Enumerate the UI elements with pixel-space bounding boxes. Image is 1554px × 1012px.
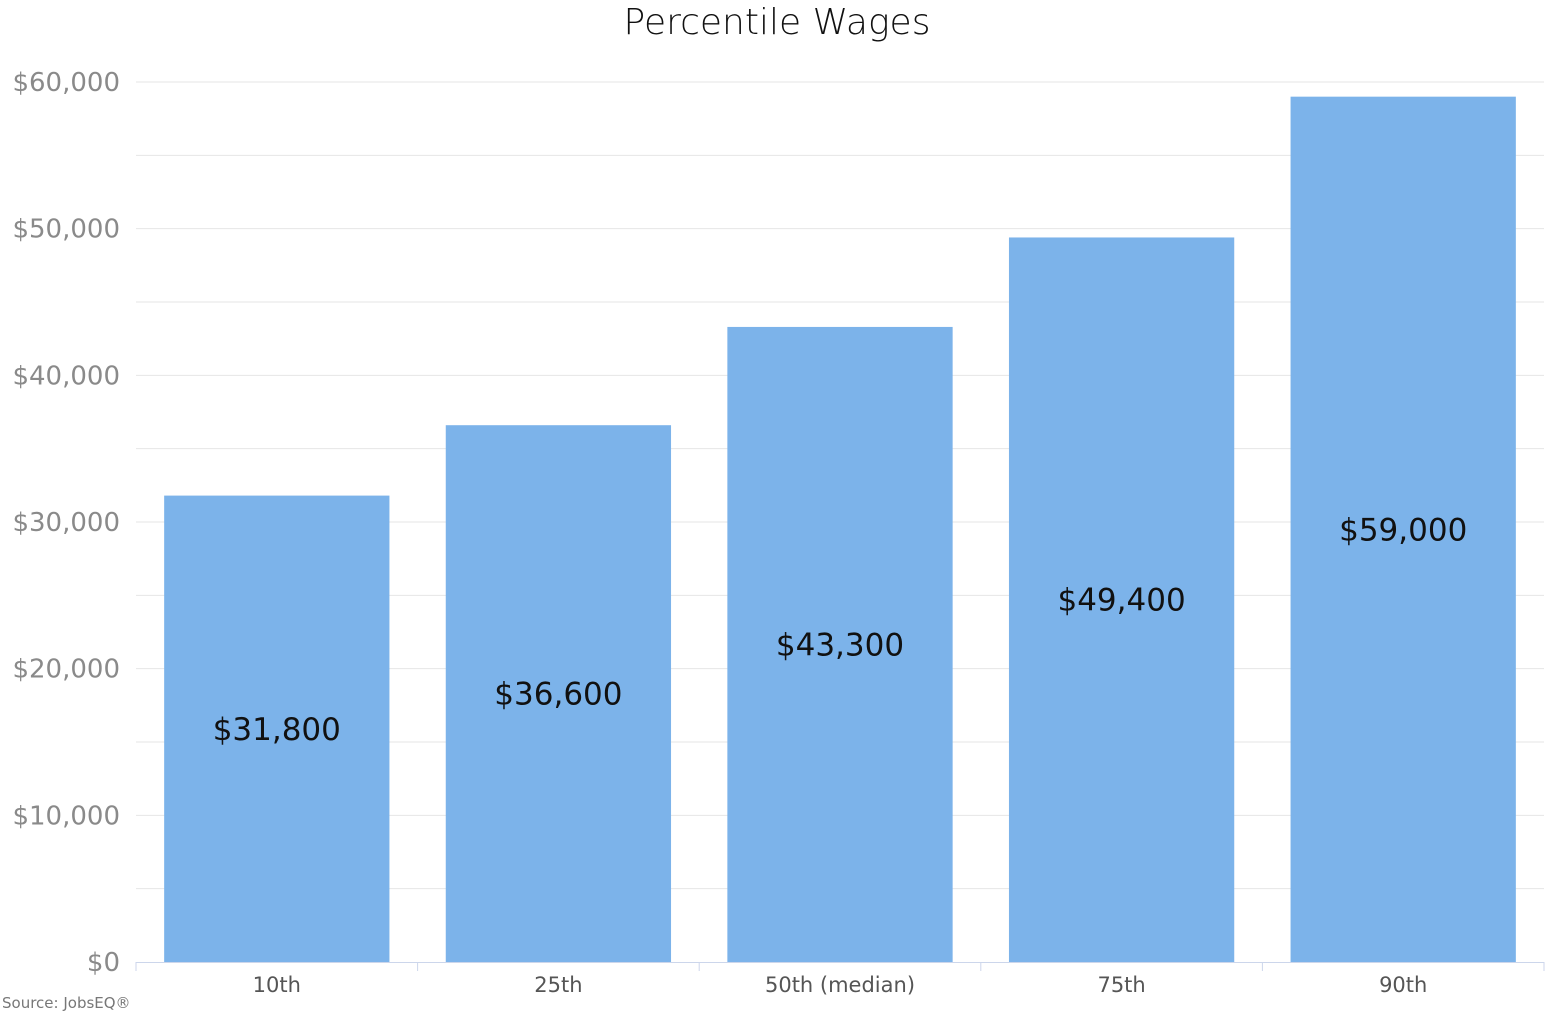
y-tick-label: $40,000	[12, 361, 120, 391]
x-tick-label: 90th	[1379, 973, 1427, 997]
data-label: $31,800	[213, 712, 341, 748]
x-tick-label: 10th	[253, 973, 301, 997]
y-tick-label: $60,000	[12, 68, 120, 98]
bar	[445, 425, 672, 962]
bar	[1290, 96, 1516, 962]
x-tick-label: 50th (median)	[765, 973, 915, 997]
bar	[1008, 237, 1235, 962]
data-labels: $31,800 $36,600 $43,300 $49,400 $59,000	[213, 512, 1468, 747]
bar	[164, 495, 390, 962]
data-label: $49,400	[1057, 583, 1185, 619]
x-tick-label: 75th	[1097, 973, 1145, 997]
y-tick-label: $30,000	[12, 508, 120, 538]
y-tick-label: $0	[87, 948, 120, 978]
source-credit: Source: JobsEQ®	[2, 994, 131, 1012]
data-label: $36,600	[494, 677, 622, 713]
data-label: $59,000	[1339, 512, 1467, 548]
y-tick-label: $20,000	[12, 655, 120, 685]
x-axis-tick-labels: 10th 25th 50th (median) 75th 90th	[253, 973, 1428, 997]
chart-title: Percentile Wages	[624, 2, 931, 43]
y-axis-tick-labels: $0 $10,000 $20,000 $30,000 $40,000 $50,000 $60…	[12, 68, 120, 978]
y-tick-label: $50,000	[12, 215, 120, 245]
x-axis	[135, 962, 1545, 971]
y-tick-label: $10,000	[12, 801, 120, 831]
data-label: $43,300	[776, 627, 904, 663]
bars	[164, 96, 1516, 962]
x-tick-label: 25th	[534, 973, 582, 997]
bar	[727, 326, 953, 962]
